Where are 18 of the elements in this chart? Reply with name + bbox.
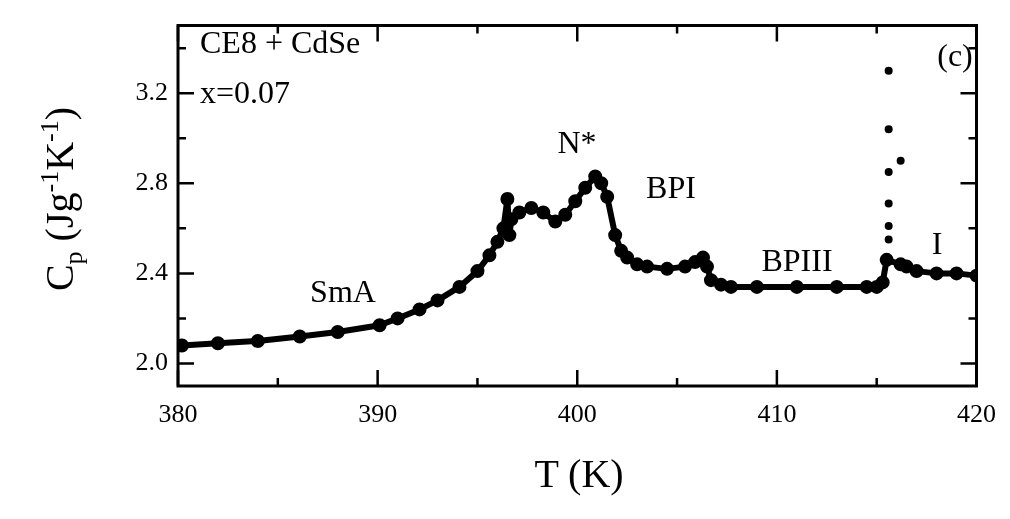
x-axis-title: T (K) — [533, 450, 625, 497]
x-tick-label: 380 — [158, 399, 198, 429]
x-tick-label: 390 — [358, 399, 398, 429]
annotation: BPI — [646, 169, 696, 206]
annotation: SmA — [310, 273, 376, 310]
y-tick-label: 3.2 — [135, 77, 168, 106]
y-tick-label: 2.8 — [135, 167, 168, 197]
annotation: (c) — [937, 37, 973, 74]
annotation: x=0.07 — [200, 74, 291, 111]
annotation: I — [931, 225, 943, 262]
x-tick-label: 410 — [757, 399, 797, 429]
annotation: BPIII — [761, 242, 833, 279]
annotation: CE8 + CdSe — [200, 24, 361, 61]
annotation: N* — [557, 124, 597, 161]
x-tick-label: 420 — [957, 399, 996, 429]
x-tick-label: 400 — [557, 399, 597, 429]
y-tick-label: 2.0 — [135, 347, 168, 377]
y-tick-label: 2.4 — [135, 257, 168, 287]
